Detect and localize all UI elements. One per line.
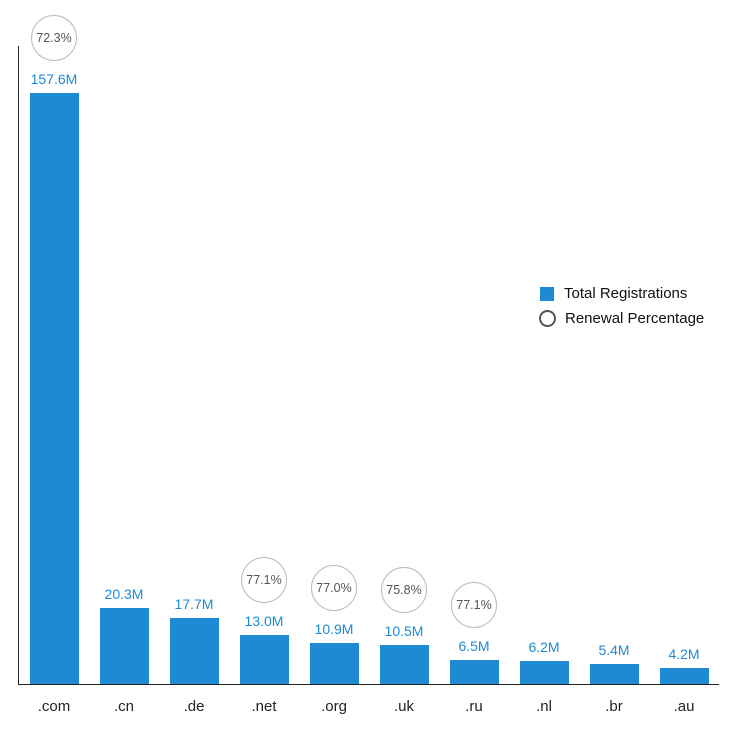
x-axis-label: .nl — [509, 684, 579, 715]
bar — [240, 635, 289, 684]
bar-slot: 6.2M.nl — [509, 46, 579, 684]
bar — [450, 660, 499, 684]
bar-slot: 20.3M.cn — [89, 46, 159, 684]
bar-slot: 6.5M77.1%.ru — [439, 46, 509, 684]
bar-slot: 10.9M77.0%.org — [299, 46, 369, 684]
bar-slot: 13.0M77.1%.net — [229, 46, 299, 684]
bar-slot: 5.4M.br — [579, 46, 649, 684]
bar-value-label: 6.2M — [509, 639, 579, 655]
renewal-bubble: 75.8% — [381, 567, 427, 613]
bar — [520, 661, 569, 684]
bar — [310, 643, 359, 684]
domain-registrations-chart: 157.6M72.3%.com20.3M.cn17.7M.de13.0M77.1… — [0, 0, 730, 730]
legend-row-registrations: Total Registrations — [540, 285, 704, 302]
renewal-bubble: 77.0% — [311, 565, 357, 611]
bar-value-label: 4.2M — [649, 646, 719, 662]
bar-value-label: 157.6M — [19, 71, 89, 87]
bar-value-label: 13.0M — [229, 613, 299, 629]
legend-swatch-bar — [540, 287, 554, 301]
renewal-bubble: 72.3% — [31, 15, 77, 61]
bar — [30, 93, 79, 684]
renewal-bubble: 77.1% — [241, 557, 287, 603]
bar — [100, 608, 149, 684]
x-axis-label: .au — [649, 684, 719, 715]
plot-area: 157.6M72.3%.com20.3M.cn17.7M.de13.0M 77.1… — [18, 46, 719, 685]
bar-value-label: 5.4M — [579, 642, 649, 658]
legend-swatch-circle — [539, 310, 556, 327]
x-axis-label: .cn — [89, 684, 159, 715]
bar — [170, 618, 219, 684]
bar-slot: 10.5M75.8%.uk — [369, 46, 439, 684]
legend-label-registrations: Total Registrations — [564, 285, 687, 302]
renewal-bubble: 77.1% — [451, 582, 497, 628]
bar — [660, 668, 709, 684]
bar-value-label: 17.7M — [159, 596, 229, 612]
legend: Total Registrations Renewal Percentage — [540, 285, 704, 335]
bar-value-label: 6.5M — [439, 638, 509, 654]
bar-value-label: 20.3M — [89, 586, 159, 602]
bar — [590, 664, 639, 684]
x-axis-label: .uk — [369, 684, 439, 715]
legend-label-renewal: Renewal Percentage — [565, 310, 704, 327]
bar-slot: 4.2M.au — [649, 46, 719, 684]
x-axis-label: .ru — [439, 684, 509, 715]
x-axis-label: .org — [299, 684, 369, 715]
x-axis-label: .net — [229, 684, 299, 715]
bar — [380, 645, 429, 684]
x-axis-label: .com — [19, 684, 89, 715]
x-axis-label: .de — [159, 684, 229, 715]
legend-row-renewal: Renewal Percentage — [540, 310, 704, 327]
bar-value-label: 10.9M — [299, 621, 369, 637]
x-axis-label: .br — [579, 684, 649, 715]
bar-slot: 17.7M.de — [159, 46, 229, 684]
bar-value-label: 10.5M — [369, 623, 439, 639]
bar-slot: 157.6M72.3%.com — [19, 46, 89, 684]
